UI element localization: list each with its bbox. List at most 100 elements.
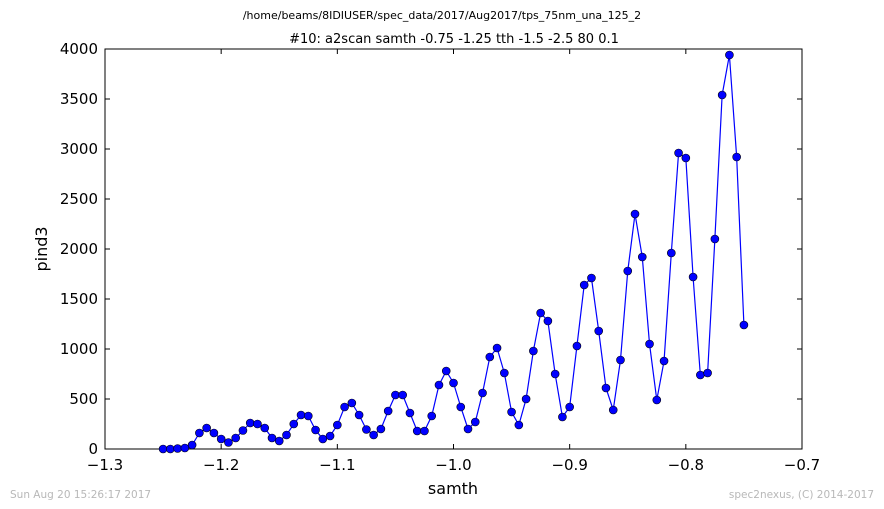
data-point [608,405,618,415]
data-point [449,378,458,388]
data-point [216,434,226,444]
data-point [558,412,567,422]
data-point [173,444,182,453]
x-tick-label: −1.0 [435,456,471,474]
series-layer [158,50,749,454]
data-point [195,428,204,438]
data-point [543,316,553,326]
data-point [333,420,342,430]
data-point [710,234,720,244]
data-point [514,420,524,430]
y-axis: 0 500 1000 1500 2000 2500 3000 3500 4000 [60,40,802,458]
y-tick-label: 2500 [60,190,98,208]
data-point [166,444,175,454]
data-point [594,326,604,336]
y-tick-label: 1000 [60,340,98,358]
x-axis: −1.3 −1.2 −1.1 −1.0 −0.9 −0.8 −0.7 [87,49,820,474]
data-point [732,152,741,162]
data-point [209,428,219,438]
x-tick-label: −0.7 [784,456,820,474]
y-tick-label: 0 [88,440,98,458]
data-point [659,356,669,366]
data-point [579,280,589,290]
data-point [637,252,647,262]
data-point [340,402,349,412]
data-point [492,343,502,353]
data-point [354,410,364,420]
chart-title: #10: a2scan samth -0.75 -1.25 tth -1.5 -… [289,32,619,47]
x-tick-label: −0.8 [668,456,704,474]
data-point [253,419,262,429]
y-tick-label: 1500 [60,290,98,308]
data-point [463,424,473,434]
footer-credit: spec2nexus, (C) 2014-2017 [729,489,874,501]
data-point [325,431,335,441]
data-point [725,50,734,60]
data-point [383,406,393,416]
data-point [224,438,233,447]
data-point [420,426,429,436]
data-point [391,390,400,400]
data-point [703,368,712,378]
x-axis-label: samth [428,479,478,498]
x-tick-label: −1.3 [87,456,123,474]
data-point [485,352,495,362]
data-point [601,383,611,393]
data-point [572,341,582,351]
data-point [565,402,574,412]
y-tick-label: 500 [69,390,98,408]
data-point [587,273,596,283]
data-point [478,388,487,398]
x-tick-label: −0.9 [551,456,587,474]
data-point [536,308,545,318]
data-point [616,355,625,365]
data-point [369,430,378,440]
data-point [427,411,437,421]
data-point [318,434,328,444]
y-tick-label: 3500 [60,90,98,108]
data-point [289,419,299,429]
data-point [376,424,386,434]
data-point [267,433,277,443]
series-line [163,54,745,450]
data-point [441,366,451,376]
data-point [623,266,633,276]
data-point [311,425,320,435]
data-point [739,320,749,330]
data-point [187,440,197,450]
y-tick-label: 3000 [60,140,98,158]
y-tick-label: 2000 [60,240,98,258]
data-point [303,411,313,421]
data-point [674,148,683,158]
data-point [470,417,480,427]
data-point [412,426,422,436]
data-point [347,398,357,408]
data-point [521,394,531,404]
data-point [500,368,509,378]
data-point [274,436,284,446]
data-point [667,248,676,258]
data-point [296,410,306,420]
data-point [434,380,444,390]
y-tick-label: 4000 [60,40,98,58]
data-point [645,339,654,349]
data-point [405,408,415,418]
y-axis-label: pind3 [32,226,51,271]
data-point [681,153,691,163]
x-tick-label: −1.2 [203,456,239,474]
data-point [696,370,705,380]
plot-frame [104,48,803,450]
data-point [688,272,698,282]
data-point [245,418,255,428]
data-point [630,209,640,219]
data-point [282,430,291,440]
data-point [717,90,727,100]
chart-suptitle: /home/beams/8IDIUSER/spec_data/2017/Aug2… [243,9,641,22]
data-point [238,426,248,435]
data-point [398,390,407,400]
data-point [180,443,190,453]
data-point [507,407,516,417]
data-point [158,444,168,454]
data-point [456,402,466,412]
